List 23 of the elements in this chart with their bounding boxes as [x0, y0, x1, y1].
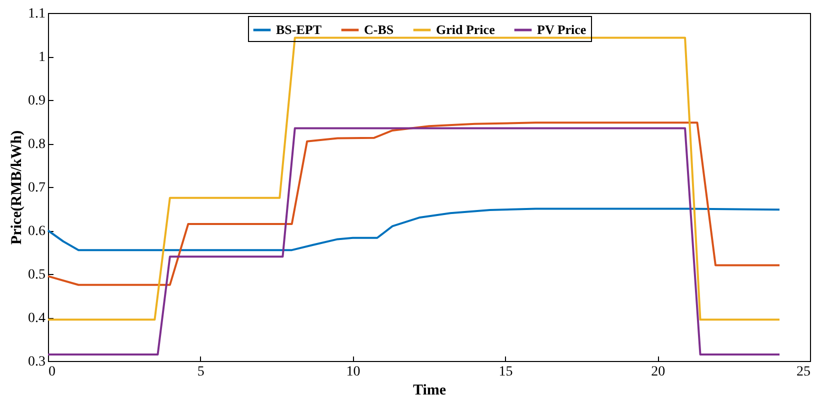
y-tick-label: 0.8	[28, 137, 46, 152]
x-tick-label: 10	[346, 364, 360, 380]
y-tick-label: 1.1	[28, 6, 46, 22]
x-tick-label: 25	[796, 364, 810, 380]
legend-label: C-BS	[364, 22, 394, 37]
y-tick-label: 0.9	[28, 94, 46, 108]
line-series	[47, 122, 781, 286]
y-tick-label: 0.4	[28, 311, 46, 326]
x-axis-title: Time	[412, 382, 446, 398]
legend-label: PV Price	[537, 22, 586, 37]
y-axis-title: Price(RMB/kWh)	[9, 130, 25, 245]
legend-label: BS-EPT	[276, 22, 322, 37]
y-tick-label: 0.5	[28, 268, 46, 282]
x-tick-label: 0	[48, 364, 56, 380]
y-tick-label: 0.3	[28, 354, 46, 370]
y-tick-label: 0.6	[28, 224, 46, 239]
y-tick-label: 0.7	[28, 180, 46, 196]
line-series	[47, 208, 781, 252]
x-tick-label: 15	[498, 364, 513, 380]
x-tick-label: 5	[197, 364, 204, 380]
y-tick-label: 1	[38, 50, 46, 65]
x-tick-label: 20	[651, 364, 666, 380]
legend-label: Grid Price	[436, 22, 496, 37]
